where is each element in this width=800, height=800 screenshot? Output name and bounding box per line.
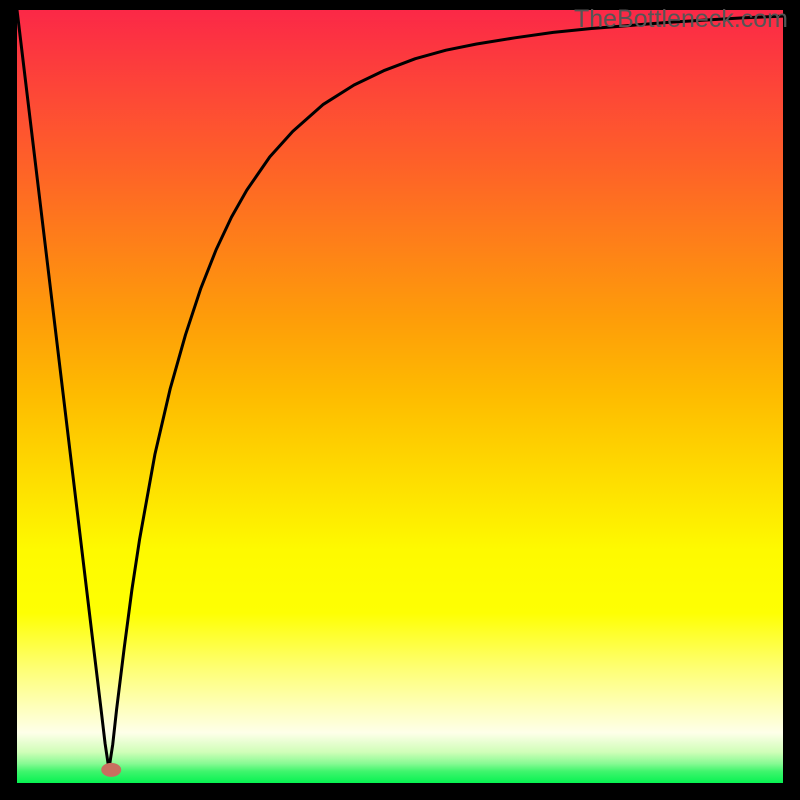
gradient-background — [17, 10, 783, 783]
canvas-root: TheBottleneck.com — [0, 0, 800, 800]
watermark-text: TheBottleneck.com — [574, 5, 788, 34]
plot-area — [17, 10, 783, 783]
minimum-marker — [101, 763, 121, 777]
